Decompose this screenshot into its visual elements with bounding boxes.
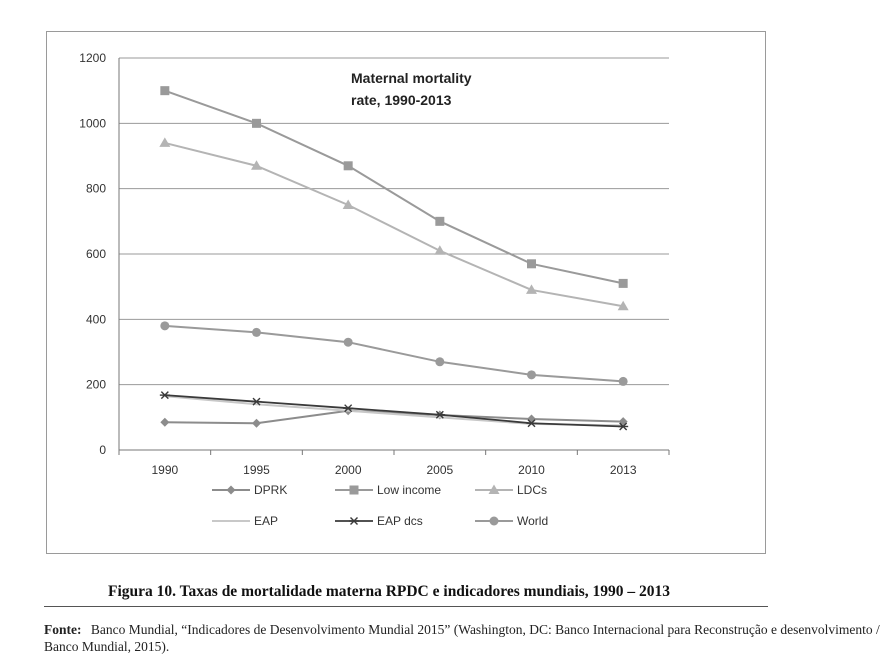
legend-label-low-income: Low income xyxy=(377,483,441,497)
legend-marker-world xyxy=(489,516,499,526)
data-point-ldcs xyxy=(251,160,262,170)
x-tick-label: 1995 xyxy=(243,463,270,477)
data-point-ldcs xyxy=(434,245,446,255)
data-point-ldcs xyxy=(617,300,629,311)
data-point-dprk xyxy=(160,417,170,427)
x-tick-label: 1990 xyxy=(151,463,178,477)
data-point-low-income xyxy=(527,259,536,269)
series-line-eap-dcs xyxy=(164,394,624,428)
legend-marker-ldcs xyxy=(488,484,500,494)
data-point-eap-dcs xyxy=(251,397,262,406)
y-tick-label: 800 xyxy=(86,182,106,196)
x-tick-label: 2010 xyxy=(518,463,545,477)
data-point-low-income xyxy=(343,161,353,171)
data-point-dprk xyxy=(252,418,261,428)
data-point-world xyxy=(435,357,445,367)
x-tick-label: 2013 xyxy=(610,463,637,477)
data-point-world xyxy=(343,337,353,347)
data-point-world xyxy=(618,376,628,386)
legend-label-eap-dcs: EAP dcs xyxy=(377,514,423,528)
legend-label-eap: EAP xyxy=(254,514,278,528)
x-tick-label: 2005 xyxy=(426,463,453,477)
data-point-low-income xyxy=(160,86,170,96)
x-tick-label: 2000 xyxy=(335,463,362,477)
y-tick-label: 1000 xyxy=(79,116,106,130)
data-point-low-income xyxy=(435,216,445,226)
legend-label-world: World xyxy=(517,514,548,528)
data-point-low-income xyxy=(252,118,261,128)
caption-divider xyxy=(44,606,768,607)
data-point-eap-dcs xyxy=(526,419,537,428)
source-note: Fonte: Banco Mundial, “Indicadores de De… xyxy=(44,621,884,655)
series-line-dprk xyxy=(164,409,624,425)
series-line-ldcs xyxy=(164,141,624,308)
data-point-eap-dcs xyxy=(618,422,629,431)
y-tick-label: 600 xyxy=(86,247,106,261)
data-point-eap-dcs xyxy=(434,410,445,419)
data-point-ldcs xyxy=(526,284,537,294)
y-tick-label: 0 xyxy=(99,443,106,457)
chart-title: rate, 1990-2013 xyxy=(351,92,452,108)
legend-marker-low-income xyxy=(349,485,359,495)
data-point-eap-dcs xyxy=(343,404,354,413)
data-point-ldcs xyxy=(342,199,354,209)
data-point-ldcs xyxy=(159,137,171,147)
data-point-world xyxy=(252,327,261,337)
legend-marker-dprk xyxy=(226,485,236,495)
data-point-low-income xyxy=(618,278,628,288)
legend-marker-eap-dcs xyxy=(349,517,359,525)
data-point-world xyxy=(527,370,536,380)
legend-label-ldcs: LDCs xyxy=(517,483,547,497)
legend-label-dprk: DPRK xyxy=(254,483,287,497)
y-tick-label: 400 xyxy=(86,312,106,326)
chart-title: Maternal mortality xyxy=(351,70,472,86)
y-tick-label: 200 xyxy=(86,378,106,392)
source-text: Banco Mundial, “Indicadores de Desenvolv… xyxy=(44,622,880,654)
chart-frame: 0 200 400 600 800 1000 1200 1990 1995 2000 2005 201… xyxy=(46,31,766,554)
y-tick-label: 1200 xyxy=(79,51,106,65)
source-label: Fonte: xyxy=(44,622,82,637)
series-line-low-income xyxy=(164,89,624,285)
data-point-eap-dcs xyxy=(159,391,170,400)
data-point-world xyxy=(160,321,170,331)
series-line-world xyxy=(164,324,624,383)
line-chart: 0 200 400 600 800 1000 1200 1990 1995 2000 2005 201… xyxy=(79,51,670,528)
figure-caption: Figura 10. Taxas de mortalidade materna … xyxy=(108,583,671,600)
